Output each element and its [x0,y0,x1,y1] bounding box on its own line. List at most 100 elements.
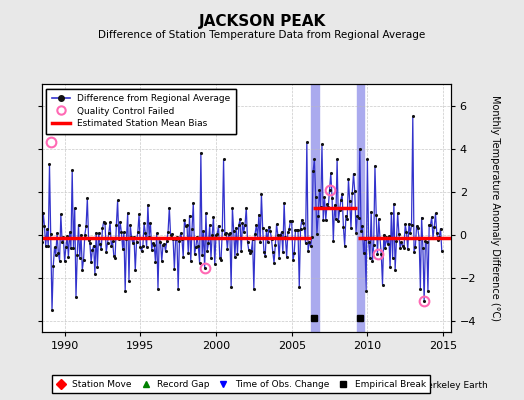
Point [335,207,344,213]
Point [135,211,143,218]
Point [395,230,403,237]
Point [136,243,145,250]
Point [388,255,397,262]
Point [236,216,244,223]
Point [381,245,389,251]
Point [218,226,226,233]
Point [126,222,135,228]
Point [34,224,42,231]
Point [309,167,318,174]
Point [173,234,181,240]
Point [111,254,119,261]
Point [156,239,165,245]
Point [72,294,80,301]
Point [365,239,373,246]
Point [396,245,405,252]
Point [118,246,127,252]
Point [345,198,354,205]
Point [155,235,163,241]
Point [245,247,253,254]
Text: Difference of Station Temperature Data from Regional Average: Difference of Station Temperature Data f… [99,30,425,40]
Point [397,238,406,245]
Point [150,241,158,248]
Point [277,229,286,235]
Point [386,264,394,270]
Point [255,212,263,218]
Point [231,254,239,261]
Point [125,277,133,284]
Point [209,214,217,220]
Point [362,288,370,294]
Point [391,266,399,273]
Point [44,242,52,249]
Point [99,225,107,232]
Point [248,236,257,243]
Point [121,288,129,294]
Point [213,231,222,237]
Point [215,255,224,261]
Point [39,210,47,216]
Point [363,156,372,163]
Point [242,204,250,211]
Point [168,231,176,237]
Point [48,307,56,314]
Y-axis label: Monthly Temperature Anomaly Difference (°C): Monthly Temperature Anomaly Difference (… [490,95,500,321]
Point [139,243,147,250]
Point [415,235,423,242]
Point [196,150,205,156]
Point [264,239,272,245]
Bar [357,84,364,332]
Point [122,236,130,242]
Point [394,210,402,216]
Point [96,241,104,248]
Point [416,286,424,292]
Point [375,216,383,222]
Point [170,266,179,272]
Point [53,230,61,236]
Point [134,229,142,236]
Point [189,200,198,206]
Point [212,232,220,238]
Point [115,236,123,242]
Point [407,222,416,228]
Point [295,284,303,290]
Point [43,226,51,233]
Point [422,238,431,245]
Point [38,239,46,245]
Point [316,204,325,210]
Point [185,212,194,219]
Point [63,233,71,240]
Point [239,228,248,235]
Point [107,243,115,249]
Point [344,176,353,183]
Point [411,244,420,250]
Point [294,227,302,233]
Point [430,224,439,230]
Point [102,248,111,255]
Point [258,225,267,231]
Point [208,231,216,238]
Point [390,200,398,207]
Point [187,258,195,264]
Point [400,244,408,251]
Point [82,223,90,230]
Point [130,234,138,240]
Point [368,258,377,264]
Point [133,238,141,245]
Point [37,239,45,245]
Point [113,197,122,204]
Point [226,230,234,237]
Point [188,226,196,232]
Point [117,229,126,236]
Point [194,243,203,250]
Point [105,230,113,236]
Point [119,229,128,236]
Point [67,245,75,251]
Point [164,228,172,235]
Point [51,251,60,258]
Point [58,239,67,245]
Point [145,234,154,240]
Point [69,245,78,251]
Point [238,220,247,226]
Point [298,217,306,223]
